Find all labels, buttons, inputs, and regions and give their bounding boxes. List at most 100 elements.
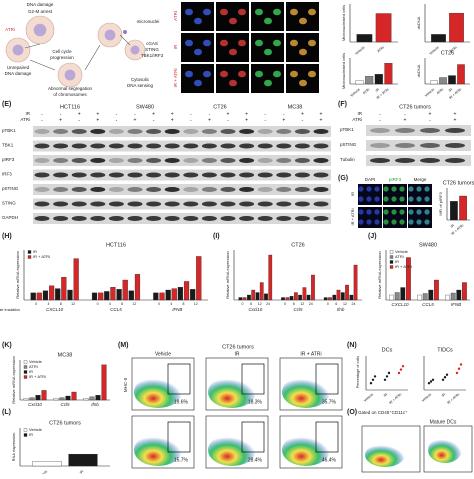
blot-band <box>90 143 106 149</box>
blot-band <box>420 128 440 133</box>
x-tick-label: ATRi <box>362 87 371 95</box>
blot-band <box>445 143 465 148</box>
blot-band <box>276 158 292 163</box>
bar <box>406 257 411 301</box>
blot-membrane <box>366 125 471 136</box>
blot-band <box>239 187 255 192</box>
bar <box>336 289 341 301</box>
y-axis-label: Relative mRNA expression <box>377 251 382 299</box>
sign: - <box>116 117 118 123</box>
label: DNA sensing <box>127 83 154 88</box>
blot-band <box>183 187 199 192</box>
cell-image <box>220 8 228 16</box>
x-tick-label: 4 <box>48 302 50 306</box>
cell-image <box>383 186 389 192</box>
blot-band <box>294 187 310 192</box>
protein-label: IRF3 <box>2 172 12 177</box>
gate-percentage: 18.3% <box>248 399 263 405</box>
flow-density <box>208 434 256 466</box>
bar <box>328 297 332 301</box>
blot-band <box>257 187 273 192</box>
sign: + <box>282 117 285 123</box>
x-tick-label: Vehicle <box>421 392 432 402</box>
panel-label: (M) <box>118 342 129 349</box>
cell-image <box>229 17 237 25</box>
blot-band <box>183 201 199 207</box>
condition-label: ATRi <box>352 117 362 122</box>
cell-image <box>299 17 307 25</box>
blot-band <box>108 129 124 134</box>
x-tick-label: IR <box>448 87 454 93</box>
arrow <box>84 44 101 71</box>
bar <box>68 453 98 467</box>
blot-band <box>294 216 310 221</box>
flow-density <box>428 437 462 463</box>
blot-band <box>276 201 292 207</box>
panel-label: (L) <box>2 409 11 416</box>
chart-title: DCs <box>382 347 393 353</box>
panel-label: (O) <box>347 409 357 416</box>
blot-band <box>313 216 329 221</box>
cell-image <box>308 39 316 47</box>
legend-swatch <box>389 255 394 259</box>
label: Abnormal segregation <box>48 86 93 91</box>
legend-swatch <box>389 260 394 264</box>
bar <box>462 282 467 301</box>
sign: - <box>227 117 229 123</box>
cell-image <box>229 79 237 87</box>
bar <box>302 287 307 301</box>
cell-line-label: MC38 <box>288 104 303 110</box>
bar <box>29 397 35 401</box>
bar <box>439 77 447 85</box>
y-axis-label: RNA expression <box>11 433 16 462</box>
sign: - <box>379 111 381 117</box>
micrograph <box>216 64 249 93</box>
micrograph <box>251 33 284 62</box>
panel-title: CT26 tumors <box>222 344 254 350</box>
sign: - <box>116 111 118 117</box>
cell-image <box>358 209 364 215</box>
legend-label: IR + ATRi <box>33 254 50 259</box>
cell-image <box>255 8 263 16</box>
bar <box>116 289 122 301</box>
group-label: CXCL10 <box>46 307 64 312</box>
bar <box>238 297 243 301</box>
legend-swatch <box>27 250 32 254</box>
flow-density <box>208 376 256 408</box>
sign: + <box>301 111 304 117</box>
flow-gate <box>167 363 191 395</box>
bar <box>374 74 383 85</box>
bar <box>332 294 337 301</box>
bar <box>183 281 190 301</box>
blot-band <box>90 129 106 134</box>
blot-band <box>183 143 199 149</box>
micronucleus-icon <box>123 30 127 34</box>
x-tick-label: ATRi <box>376 45 385 53</box>
bar <box>32 461 62 467</box>
x-tick-label: 0 <box>327 302 329 306</box>
stain-label: pIRF3 <box>389 177 402 182</box>
condition-label: IR <box>26 111 31 116</box>
bar <box>459 195 467 221</box>
label: G2-M arrest <box>28 9 53 14</box>
legend-swatch <box>23 428 28 432</box>
cell-image <box>391 196 397 202</box>
cell-image <box>238 39 246 47</box>
bar <box>190 289 196 301</box>
bar <box>259 282 264 301</box>
micrograph <box>216 2 249 31</box>
cell-image <box>238 70 246 78</box>
dot <box>369 382 373 385</box>
sign: - <box>209 111 211 117</box>
bar <box>23 398 29 401</box>
cell-image <box>194 48 202 56</box>
gate-percentage: 19.6% <box>174 399 189 405</box>
blot-band <box>201 129 217 134</box>
bar <box>59 397 65 401</box>
x-tick-label: 6 <box>335 302 337 306</box>
group-label: IFNB <box>172 307 182 312</box>
cell-image <box>185 70 193 78</box>
cell-image <box>424 209 430 215</box>
blot-band <box>90 201 106 207</box>
